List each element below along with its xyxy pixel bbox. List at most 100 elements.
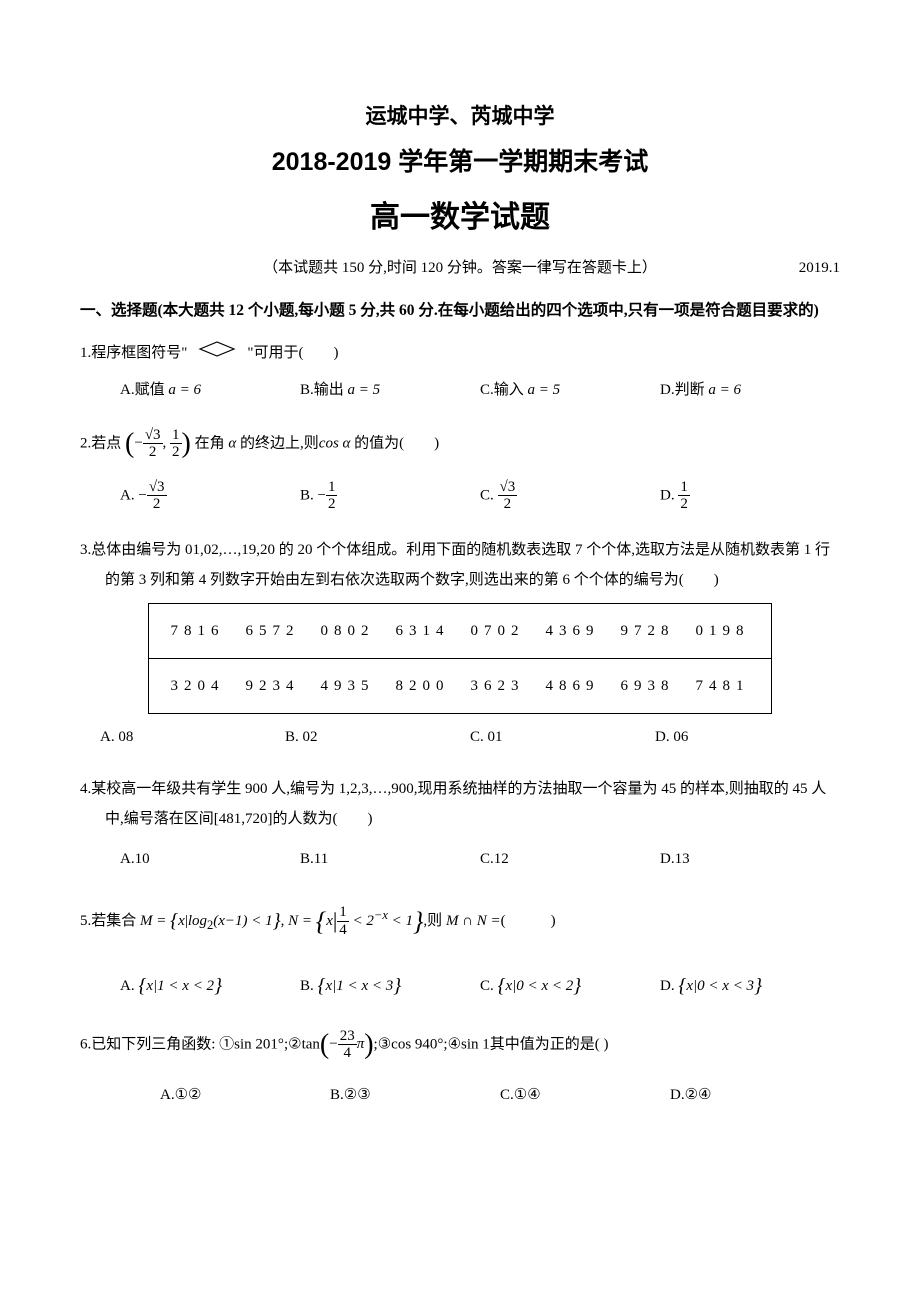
q2-opt-c: C. √32 [480,479,660,513]
q3-opt-a: A. 08 [100,722,285,752]
q5-opt-c: C. {x|0 < x < 2} [480,966,660,1006]
q2-c-den: 2 [498,496,518,513]
q1-a-math: a = 6 [168,382,201,398]
q6-sep1: ;② [284,1036,302,1052]
question-6: 6.已知下列三角函数: ①sin 201°;②tan(−234π);③cos 9… [80,1028,840,1110]
q1-options: A.赋值 a = 6 B.输出 a = 5 C.输入 a = 5 D.判断 a … [80,375,840,405]
q2-b-label: B. [300,487,314,503]
q2-d-den: 2 [678,496,690,513]
q1-d-label: D.判断 [660,382,705,398]
q1-suffix: "可用于( ) [247,345,338,361]
q1-stem: 1.程序框图符号" "可用于( ) [80,338,840,369]
q4-options: A.10 B.11 C.12 D.13 [80,844,840,874]
q4-opt-b: B.11 [300,844,480,874]
q2-opt-b: B. −12 [300,479,480,513]
q5-opt-b: B. {x|1 < x < 3} [300,966,480,1006]
q6-sep3: ;④ [443,1036,461,1052]
q1-opt-c: C.输入 a = 5 [480,375,660,405]
q2-a-den: 2 [147,496,167,513]
q6-opt-a: A.①② [160,1080,330,1110]
q4-opt-c: C.12 [480,844,660,874]
random-number-table: 7816 6572 0802 6314 0702 4369 9728 0198 … [148,603,771,714]
q4-stem: 4.某校高一年级共有学生 900 人,编号为 1,2,3,…,900,现用系统抽… [80,774,840,834]
question-1: 1.程序框图符号" "可用于( ) A.赋值 a = 6 B.输出 a = 5 C… [80,338,840,405]
q5-d-label: D. [660,978,675,994]
q2-frac1-num: √3 [143,427,163,445]
q3-opt-d: D. 06 [655,722,840,752]
table-row-1: 7816 6572 0802 6314 0702 4369 9728 0198 [149,603,771,658]
q2-stem: 2.若点 (−√32, 12) 在角 α 的终边上,则cos α 的值为( ) [80,427,840,461]
q2-cos-alpha: cos α [319,435,351,451]
q2-d-label: D. [660,487,675,503]
question-3: 3.总体由编号为 01,02,…,19,20 的 20 个个体组成。利用下面的随… [80,535,840,752]
q1-prefix: 1.程序框图符号" [80,345,187,361]
q1-b-math: a = 5 [348,382,381,398]
q5-stem: 5.若集合 M = {x|log2(x−1) < 1}, N = {x|14 <… [80,896,840,948]
header-subject: 高一数学试题 [80,194,840,242]
diamond-icon [190,339,244,369]
q2-b-den: 2 [326,496,338,513]
header-semester: 2018-2019 学年第一学期期末考试 [80,142,840,182]
q1-opt-d: D.判断 a = 6 [660,375,840,405]
q5-a-label: A. [120,978,135,994]
q1-c-label: C.输入 [480,382,524,398]
q6-m3: cos 940° [391,1036,443,1052]
q1-b-label: B.输出 [300,382,344,398]
q4-opt-d: D.13 [660,844,840,874]
q2-mid2: 的终边上,则 [240,435,319,451]
q2-frac2-den: 2 [170,444,182,461]
q2-opt-a: A. −√32 [120,479,300,513]
q5-mn: M ∩ N = [446,913,501,929]
q5-prefix: 5.若集合 [80,913,136,929]
q5-opt-a: A. {x|1 < x < 2} [120,966,300,1006]
q2-c-label: C. [480,487,494,503]
q6-prefix: 6.已知下列三角函数: ① [80,1036,234,1052]
header-schools: 运城中学、芮城中学 [80,100,840,134]
section-heading: 一、选择题(本大题共 12 个小题,每小题 5 分,共 60 分.在每小题给出的… [80,298,840,324]
q2-c-num: √3 [498,479,518,497]
q6-opt-d: D.②④ [670,1080,840,1110]
q2-mid1: 在角 [195,435,225,451]
header-note-row: （本试题共 150 分,时间 120 分钟。答案一律写在答题卡上） 2019.1 [80,256,840,280]
header-note: （本试题共 150 分,时间 120 分钟。答案一律写在答题卡上） [263,260,657,276]
q5-opt-d: D. {x|0 < x < 3} [660,966,840,1006]
question-5: 5.若集合 M = {x|log2(x−1) < 1}, N = {x|14 <… [80,896,840,1006]
q6-stem: 6.已知下列三角函数: ①sin 201°;②tan(−234π);③cos 9… [80,1028,840,1062]
q2-suffix: 的值为( ) [354,435,439,451]
q6-m4: sin 1 [461,1036,490,1052]
header-date: 2019.1 [799,256,840,280]
q5-N-def: N = {x|14 < 2−x < 1} [288,913,423,929]
q5-middle: ,则 [423,913,442,929]
q5-b-label: B. [300,978,314,994]
q2-a-label: A. [120,487,135,503]
q6-tan-num: 23 [338,1028,357,1046]
q5-end: ( ) [501,913,556,929]
q2-a-num: √3 [147,479,167,497]
q3-stem: 3.总体由编号为 01,02,…,19,20 的 20 个个体组成。利用下面的随… [80,535,840,595]
q6-m1: sin 201° [234,1036,284,1052]
q1-a-label: A.赋值 [120,382,165,398]
q6-suffix: 其中值为正的是( ) [490,1036,609,1052]
q2-alpha-1: α [228,435,236,451]
q6-opt-c: C.①④ [500,1080,670,1110]
q1-c-math: a = 5 [528,382,561,398]
q2-frac2-num: 1 [170,427,182,445]
q5-options: A. {x|1 < x < 2} B. {x|1 < x < 3} C. {x|… [80,966,840,1006]
q6-tan-den: 4 [338,1045,357,1062]
q2-opt-d: D. 12 [660,479,840,513]
q5-c-label: C. [480,978,494,994]
q2-b-num: 1 [326,479,338,497]
q6-options: A.①② B.②③ C.①④ D.②④ [80,1080,840,1110]
q2-d-num: 1 [678,479,690,497]
q6-sep2: ;③ [374,1036,392,1052]
question-2: 2.若点 (−√32, 12) 在角 α 的终边上,则cos α 的值为( ) … [80,427,840,513]
question-4: 4.某校高一年级共有学生 900 人,编号为 1,2,3,…,900,现用系统抽… [80,774,840,874]
q3-options: A. 08 B. 02 C. 01 D. 06 [80,722,840,752]
q3-opt-c: C. 01 [470,722,655,752]
q6-opt-b: B.②③ [330,1080,500,1110]
q1-opt-b: B.输出 a = 5 [300,375,480,405]
q2-prefix: 2.若点 [80,435,121,451]
q2-options: A. −√32 B. −12 C. √32 D. 12 [80,479,840,513]
q5-M-def: M = {x|log2(x−1) < 1} [140,913,281,929]
q2-frac1-den: 2 [143,444,163,461]
